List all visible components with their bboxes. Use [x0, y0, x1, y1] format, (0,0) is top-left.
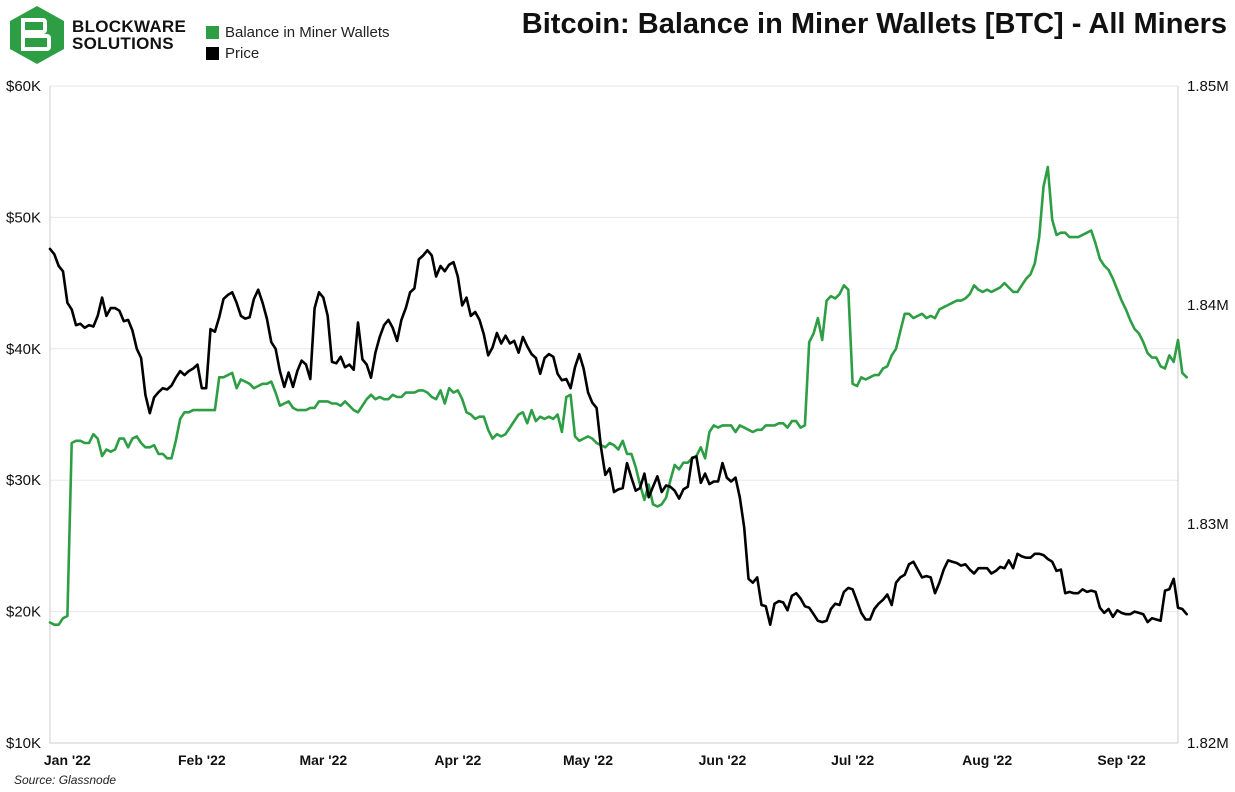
x-tick-label-8: Sep '22: [1097, 752, 1146, 768]
legend-label-balance: Balance in Miner Wallets: [225, 24, 390, 41]
price-series-line: [48, 247, 1188, 627]
right-tick-label-1: 1.83M: [1187, 516, 1229, 533]
x-axis-ticks: Jan '22 Feb '22 Mar '22 Apr '22 May '22 Jun '…: [44, 752, 1146, 768]
x-tick-label-7: Aug '22: [962, 752, 1012, 768]
x-tick-label-0: Jan '22: [44, 752, 91, 768]
brand-line-2: SOLUTIONS: [72, 34, 174, 53]
x-tick-label-4: May '22: [563, 752, 613, 768]
left-tick-label-4: $50K: [6, 209, 41, 226]
legend-item-balance: Balance in Miner Wallets: [206, 22, 390, 43]
legend-swatch-price: [206, 47, 219, 60]
right-tick-label-3: 1.85M: [1187, 78, 1229, 95]
x-tick-label-2: Mar '22: [299, 752, 347, 768]
brand-logo: BLOCKWARE SOLUTIONS: [6, 4, 186, 68]
series-lines: [48, 165, 1188, 627]
left-tick-label-3: $40K: [6, 341, 41, 358]
source-note: Source: Glassnode: [14, 773, 117, 787]
x-tick-label-6: Jul '22: [831, 752, 874, 768]
chart-title: Bitcoin: Balance in Miner Wallets [BTC] …: [521, 8, 1227, 40]
x-tick-label-3: Apr '22: [434, 752, 481, 768]
legend-item-price: Price: [206, 43, 390, 64]
left-tick-label-0: $10K: [6, 735, 41, 752]
brand-name: BLOCKWARE SOLUTIONS: [72, 18, 186, 52]
plot-frame: [49, 85, 1179, 744]
right-tick-label-2: 1.84M: [1187, 297, 1229, 314]
right-tick-label-0: 1.82M: [1187, 735, 1229, 752]
x-tick-label-1: Feb '22: [178, 752, 226, 768]
left-axis-ticks: $10K $20K $30K $40K $50K $60K: [6, 78, 41, 752]
left-tick-label-2: $30K: [6, 472, 41, 489]
left-tick-label-5: $60K: [6, 78, 41, 95]
legend-label-price: Price: [225, 45, 260, 62]
left-tick-label-1: $20K: [6, 604, 41, 621]
balance-series-line: [48, 165, 1188, 627]
right-axis-ticks: 1.82M 1.83M 1.84M 1.85M: [1187, 78, 1229, 752]
grid-lines: [50, 85, 1178, 613]
legend-swatch-balance: [206, 26, 219, 39]
brand-line-1: BLOCKWARE: [72, 17, 187, 36]
chart-legend: Balance in Miner Wallets Price: [206, 22, 390, 64]
x-tick-label-5: Jun '22: [699, 752, 747, 768]
blockware-logo-icon: [10, 6, 64, 64]
